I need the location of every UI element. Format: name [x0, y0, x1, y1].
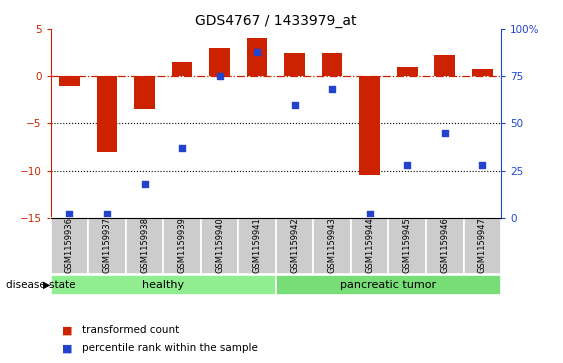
Point — [215, 73, 224, 79]
Text: GSM1159938: GSM1159938 — [140, 217, 149, 273]
Bar — [276, 275, 501, 295]
Bar — [435, 56, 455, 76]
Bar — [472, 69, 493, 76]
Text: ■: ■ — [62, 343, 73, 354]
Point — [253, 49, 262, 54]
Text: transformed count: transformed count — [82, 325, 179, 335]
Bar — [163, 218, 201, 274]
Text: GSM1159937: GSM1159937 — [102, 217, 111, 273]
Bar — [51, 218, 88, 274]
Bar — [388, 218, 426, 274]
Bar — [284, 53, 305, 76]
Text: pancreatic tumor: pancreatic tumor — [341, 280, 436, 290]
Text: GSM1159943: GSM1159943 — [328, 217, 337, 273]
Text: GSM1159946: GSM1159946 — [440, 217, 449, 273]
Text: ▶: ▶ — [43, 280, 51, 290]
Bar — [322, 53, 342, 76]
Point — [177, 145, 186, 151]
Bar — [238, 218, 276, 274]
Bar — [126, 218, 163, 274]
Text: percentile rank within the sample: percentile rank within the sample — [82, 343, 257, 354]
Bar — [247, 38, 267, 76]
Bar — [59, 76, 80, 86]
Point — [365, 211, 374, 217]
Point — [478, 162, 487, 168]
Bar — [88, 218, 126, 274]
Text: GSM1159945: GSM1159945 — [403, 217, 412, 273]
Text: GSM1159942: GSM1159942 — [290, 217, 299, 273]
Bar — [463, 218, 501, 274]
Bar — [314, 218, 351, 274]
Text: ■: ■ — [62, 325, 73, 335]
Point — [440, 130, 449, 136]
Bar — [51, 275, 276, 295]
Text: healthy: healthy — [142, 280, 184, 290]
Bar — [426, 218, 463, 274]
Bar — [209, 48, 230, 76]
Point — [102, 211, 111, 217]
Point — [140, 181, 149, 187]
Point — [403, 162, 412, 168]
Point — [328, 86, 337, 92]
Point — [65, 211, 74, 217]
Text: GSM1159936: GSM1159936 — [65, 217, 74, 273]
Point — [290, 102, 299, 107]
Bar — [351, 218, 388, 274]
Title: GDS4767 / 1433979_at: GDS4767 / 1433979_at — [195, 14, 356, 28]
Bar — [172, 62, 193, 76]
Text: GSM1159941: GSM1159941 — [253, 217, 262, 273]
Text: GSM1159939: GSM1159939 — [177, 217, 186, 273]
Bar — [134, 76, 155, 109]
Text: GSM1159947: GSM1159947 — [478, 217, 487, 273]
Text: GSM1159940: GSM1159940 — [215, 217, 224, 273]
Bar — [397, 67, 418, 76]
Bar — [201, 218, 238, 274]
Bar — [276, 218, 314, 274]
Text: GSM1159944: GSM1159944 — [365, 217, 374, 273]
Text: disease state: disease state — [6, 280, 75, 290]
Bar — [97, 76, 117, 152]
Bar — [359, 76, 380, 175]
